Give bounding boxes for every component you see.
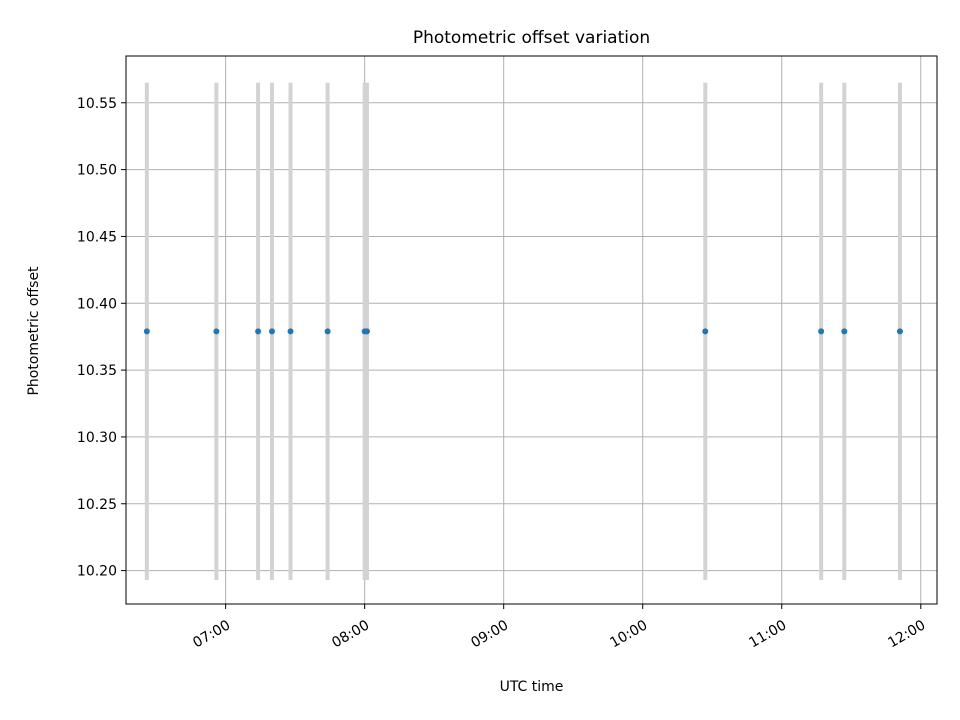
data-point [818,328,825,335]
y-tick-label: 10.45 [77,229,117,245]
x-axis-label: UTC time [500,679,564,695]
y-tick-label: 10.25 [77,497,117,513]
chart-title: Photometric offset variation [413,28,650,48]
y-tick-label: 10.20 [77,564,117,580]
y-axis-ticks: 10.20 10.25 10.30 10.35 10.40 10.45 10.50 10.55 [77,96,126,580]
y-tick-label: 10.35 [77,363,117,379]
y-tick-label: 10.40 [77,296,117,312]
data-point [896,328,903,335]
y-axis-label: Photometric offset [26,266,42,396]
data-point [143,328,150,335]
data-point [324,328,331,335]
data-point [841,328,848,335]
y-tick-label: 10.30 [77,430,117,446]
grid-lines [126,56,937,604]
data-point [255,328,262,335]
data-point [213,328,220,335]
data-point [702,328,709,335]
plot-frame [125,55,938,605]
data-point [287,328,294,335]
data-point [363,328,370,335]
data-points [143,328,903,335]
data-point [268,328,275,335]
y-tick-label: 10.55 [77,96,117,112]
y-tick-label: 10.50 [77,163,117,179]
